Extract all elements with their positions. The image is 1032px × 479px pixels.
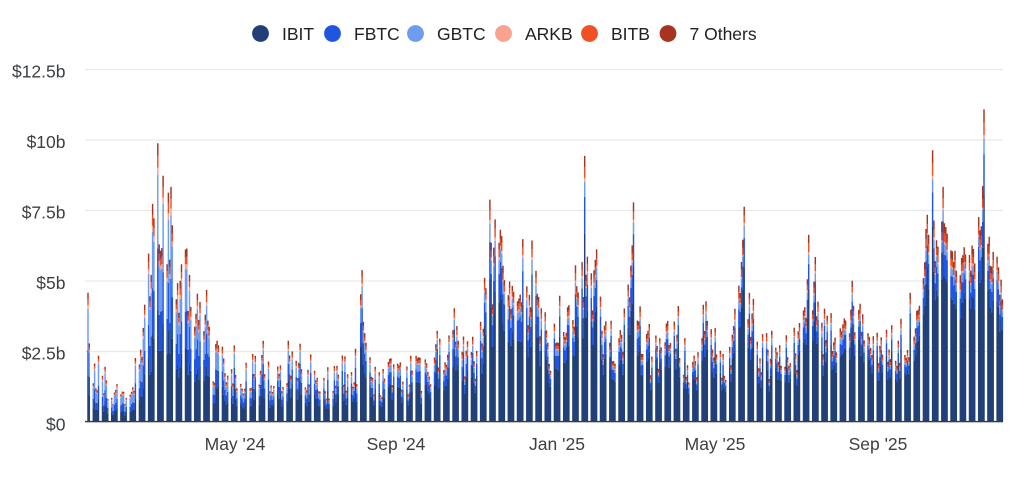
svg-text:May '24: May '24 [205,434,266,454]
svg-text:BITB: BITB [611,24,650,44]
svg-text:Jan '25: Jan '25 [529,434,585,454]
svg-text:Sep '25: Sep '25 [849,434,908,454]
svg-text:7 Others: 7 Others [690,24,757,44]
svg-text:$7.5b: $7.5b [22,203,66,223]
svg-text:Sep '24: Sep '24 [367,434,426,454]
svg-text:GBTC: GBTC [437,24,486,44]
svg-text:FBTC: FBTC [354,24,400,44]
svg-text:$5b: $5b [36,273,65,293]
svg-text:IBIT: IBIT [282,24,314,44]
svg-text:$2.5b: $2.5b [22,344,66,364]
svg-text:$0: $0 [46,415,66,435]
svg-text:May '25: May '25 [685,434,746,454]
svg-text:ARKB: ARKB [525,24,573,44]
svg-text:$10b: $10b [27,132,66,152]
svg-text:$12.5b: $12.5b [12,62,66,82]
